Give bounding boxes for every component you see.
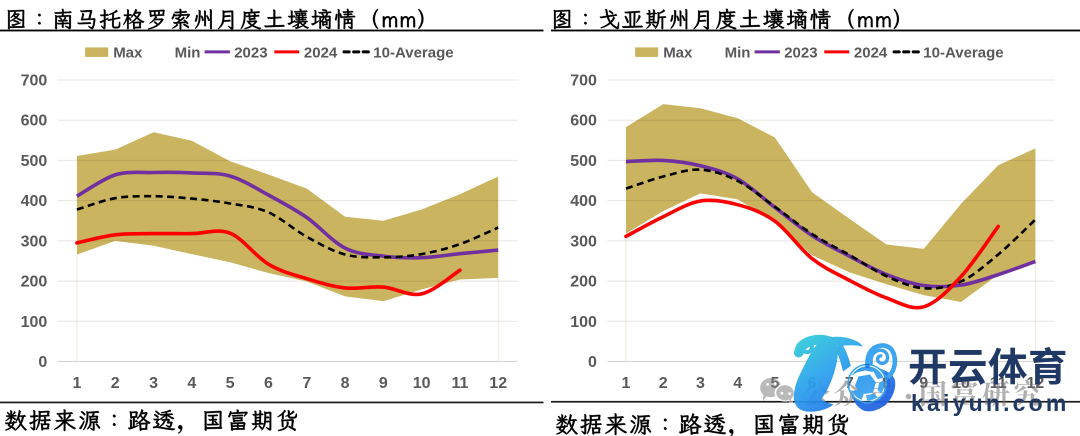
svg-text:3: 3 bbox=[149, 375, 158, 392]
svg-text:Min: Min bbox=[725, 44, 751, 61]
svg-text:0: 0 bbox=[588, 354, 597, 371]
svg-text:4: 4 bbox=[187, 375, 196, 392]
svg-text:200: 200 bbox=[21, 274, 48, 291]
svg-text:300: 300 bbox=[21, 233, 48, 250]
svg-text:Max: Max bbox=[113, 44, 143, 61]
svg-text:2024: 2024 bbox=[304, 44, 338, 61]
svg-text:200: 200 bbox=[570, 274, 597, 291]
svg-text:11: 11 bbox=[451, 375, 468, 392]
svg-text:300: 300 bbox=[570, 233, 597, 250]
svg-text:2: 2 bbox=[659, 375, 668, 392]
svg-text:500: 500 bbox=[21, 153, 48, 170]
svg-text:9: 9 bbox=[379, 375, 388, 392]
svg-text:4: 4 bbox=[733, 375, 742, 392]
svg-text:700: 700 bbox=[21, 73, 48, 90]
svg-text:700: 700 bbox=[570, 73, 597, 90]
svg-text:Max: Max bbox=[663, 44, 693, 61]
svg-text:1: 1 bbox=[72, 375, 81, 392]
svg-text:400: 400 bbox=[570, 193, 597, 210]
svg-text:5: 5 bbox=[226, 375, 235, 392]
svg-text:600: 600 bbox=[570, 113, 597, 130]
svg-text:2: 2 bbox=[111, 375, 120, 392]
svg-text:8: 8 bbox=[341, 375, 350, 392]
svg-text:2024: 2024 bbox=[854, 44, 888, 61]
svg-text:400: 400 bbox=[21, 193, 48, 210]
svg-text:3: 3 bbox=[696, 375, 705, 392]
svg-text:1: 1 bbox=[622, 375, 631, 392]
svg-text:10-Average: 10-Average bbox=[373, 44, 453, 61]
svg-text:2023: 2023 bbox=[784, 44, 817, 61]
svg-text:600: 600 bbox=[21, 113, 48, 130]
svg-text:10: 10 bbox=[413, 375, 431, 392]
svg-text:100: 100 bbox=[21, 314, 48, 331]
svg-text:6: 6 bbox=[264, 375, 273, 392]
svg-text:0: 0 bbox=[38, 354, 47, 371]
svg-text:12: 12 bbox=[489, 375, 507, 392]
svg-text:kaiyun.com: kaiyun.com bbox=[911, 390, 1070, 416]
svg-text:10-Average: 10-Average bbox=[923, 44, 1003, 61]
svg-text:100: 100 bbox=[570, 314, 597, 331]
svg-text:2023: 2023 bbox=[234, 44, 267, 61]
svg-text:7: 7 bbox=[302, 375, 311, 392]
svg-text:500: 500 bbox=[570, 153, 597, 170]
svg-text:Min: Min bbox=[175, 44, 201, 61]
